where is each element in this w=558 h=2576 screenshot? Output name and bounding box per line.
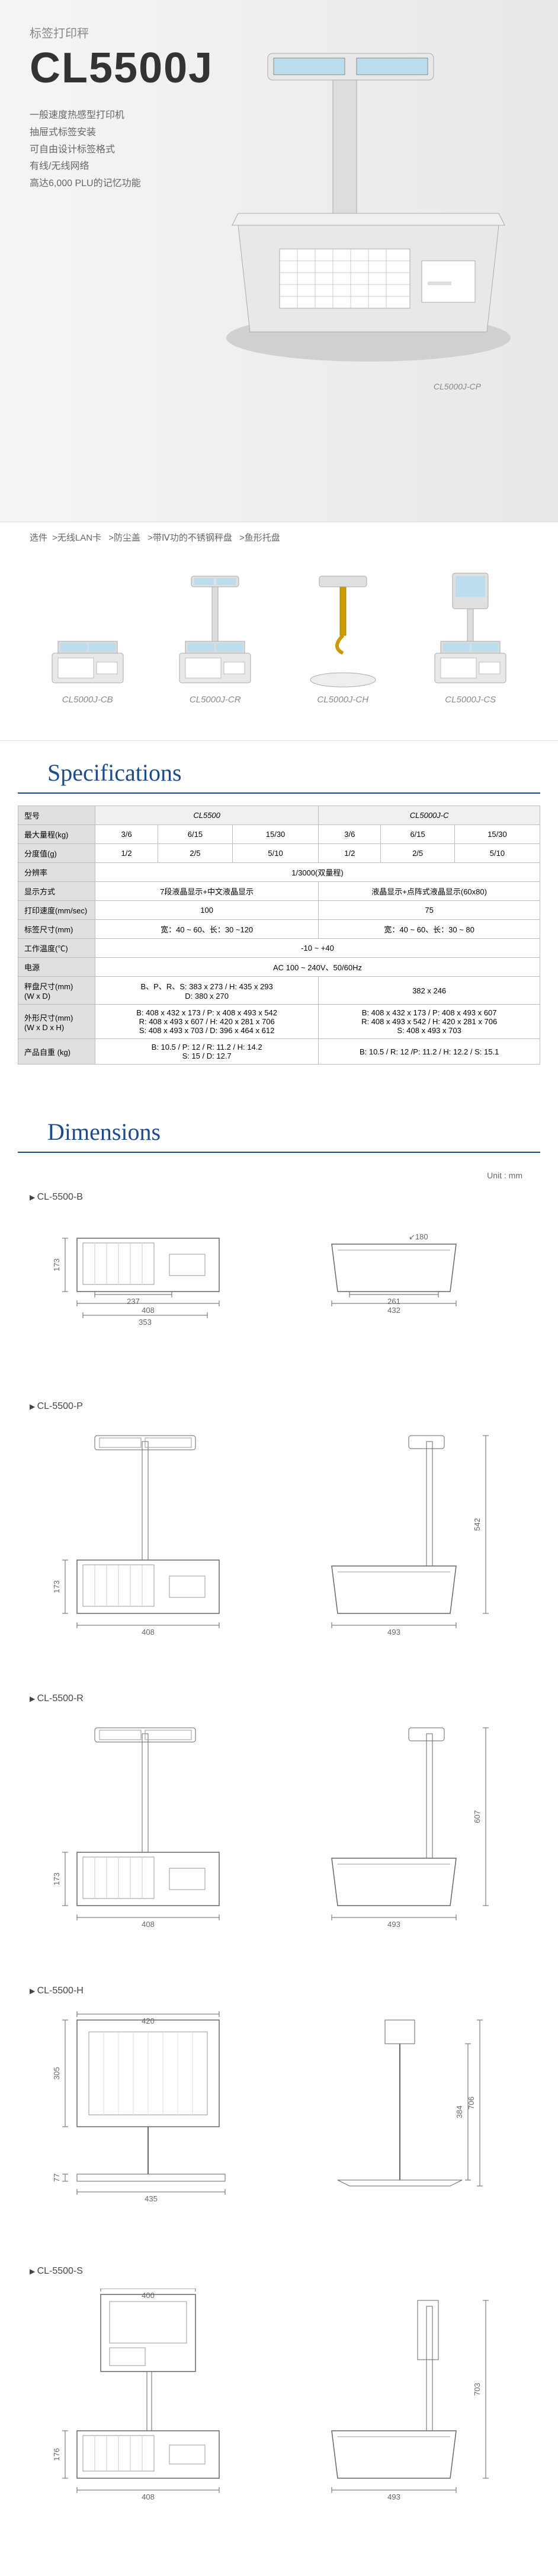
dim-model-name: CL-5500-P <box>18 1401 540 1412</box>
svg-text:261: 261 <box>387 1297 400 1306</box>
svg-text:353: 353 <box>139 1318 152 1327</box>
variant-label: CL5000J-CB <box>40 695 135 705</box>
dimension-block: CL-5500-H 305 420 77 435 706384 <box>18 1986 540 2236</box>
spec-heading: Specifications <box>18 741 540 794</box>
dimension-block: CL-5500-P 173 408 542 493 <box>18 1401 540 1664</box>
dim-model-name: CL-5500-R <box>18 1693 540 1704</box>
hero-image-caption: CL5000J-CP <box>434 382 481 391</box>
dim-side-view: 542 493 <box>302 1424 515 1664</box>
dimension-block: CL-5500-B 173 408237 353 432261 ↙180 <box>18 1192 540 1372</box>
svg-text:493: 493 <box>387 1920 400 1929</box>
dim-front-view: 173 408 <box>41 1424 255 1664</box>
svg-text:408: 408 <box>142 1306 155 1315</box>
dim-side-view: 703 493 <box>302 2289 515 2529</box>
svg-text:173: 173 <box>52 1258 61 1271</box>
dimension-block: CL-5500-R 173 408 607 493 <box>18 1693 540 1956</box>
svg-text:493: 493 <box>387 2492 400 2501</box>
svg-text:703: 703 <box>473 2383 482 2396</box>
variant-item: CL5000J-CR <box>168 564 262 705</box>
dim-model-name: CL-5500-B <box>18 1192 540 1203</box>
svg-text:408: 408 <box>142 1920 155 1929</box>
option-item: >无线LAN卡 <box>52 533 104 543</box>
dim-side-view: 432261 ↙180 <box>302 1215 515 1372</box>
option-item: >鱼形托盘 <box>239 533 280 543</box>
dim-front-view: 305 420 77 435 <box>41 2008 255 2236</box>
svg-text:435: 435 <box>145 2194 158 2203</box>
dim-side-view: 607 493 <box>302 1716 515 1956</box>
dim-model-name: CL-5500-H <box>18 1986 540 1996</box>
variant-item: CL5000J-CH <box>296 564 390 705</box>
variant-item: CL5000J-CB <box>40 564 135 705</box>
variant-label: CL5000J-CR <box>168 695 262 705</box>
dimension-block: CL-5500-S 400 176 408 703 493 <box>18 2266 540 2529</box>
options-line: 选件 >无线LAN卡 >防尘盖 >带Ⅳ功的不锈钢秤盘 >鱼形托盘 <box>0 522 558 552</box>
hero-product-image <box>214 47 522 367</box>
product-category: 标签打印秤 <box>30 24 528 41</box>
dim-front-view: 173 408237 353 <box>41 1215 255 1372</box>
dim-unit: Unit : mm <box>18 1171 540 1180</box>
svg-text:607: 607 <box>473 1810 482 1823</box>
svg-text:400: 400 <box>142 2291 155 2300</box>
svg-text:173: 173 <box>52 1580 61 1593</box>
variant-row: CL5000J-CB CL5000J-CR CL5000J-CH CL5000J-CS <box>0 552 558 741</box>
dim-model-name: CL-5500-S <box>18 2266 540 2277</box>
variant-item: CL5000J-CS <box>423 564 518 705</box>
svg-text:305: 305 <box>52 2067 61 2080</box>
svg-text:542: 542 <box>473 1518 482 1531</box>
variant-image <box>168 564 262 689</box>
svg-text:237: 237 <box>127 1297 140 1306</box>
dimensions-section: Unit : mm CL-5500-B173408237353432261↙18… <box>0 1153 558 2576</box>
svg-text:176: 176 <box>52 2448 61 2461</box>
svg-text:420: 420 <box>142 2016 155 2025</box>
option-item: >防尘盖 <box>108 533 143 543</box>
svg-text:408: 408 <box>142 2492 155 2501</box>
variant-label: CL5000J-CH <box>296 695 390 705</box>
svg-text:384: 384 <box>455 2105 464 2118</box>
hero-section: 标签打印秤 CL5500J 一般速度热感型打印机抽屉式标签安装可自由设计标签格式… <box>0 0 558 522</box>
svg-text:↙180: ↙180 <box>409 1232 428 1241</box>
variant-label: CL5000J-CS <box>423 695 518 705</box>
svg-text:493: 493 <box>387 1628 400 1637</box>
svg-text:77: 77 <box>52 2174 61 2182</box>
svg-text:432: 432 <box>387 1306 400 1315</box>
dim-heading: Dimensions <box>18 1100 540 1153</box>
svg-text:408: 408 <box>142 1628 155 1637</box>
spec-table: 型号CL5500CL5000J-C最大量程(kg)3/66/1515/303/6… <box>18 806 540 1065</box>
option-item: >带Ⅳ功的不锈钢秤盘 <box>147 533 235 543</box>
dim-front-view: 173 408 <box>41 1716 255 1956</box>
variant-image <box>296 564 390 689</box>
variant-image <box>423 564 518 689</box>
variant-image <box>40 564 135 689</box>
svg-text:173: 173 <box>52 1872 61 1885</box>
dim-front-view: 400 176 408 <box>41 2289 255 2529</box>
dim-side-view: 706384 <box>302 2008 515 2236</box>
